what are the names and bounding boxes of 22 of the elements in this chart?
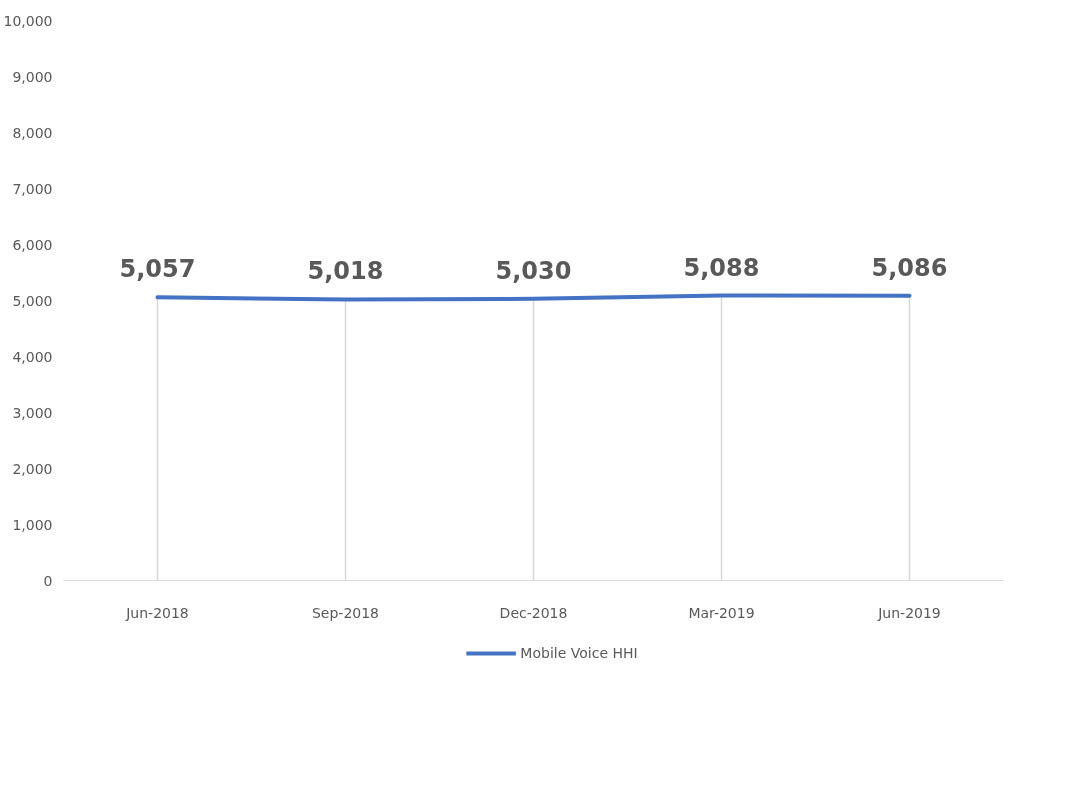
y-tick-label: 4,000: [12, 348, 53, 365]
y-tick-label: 10,000: [3, 12, 53, 29]
data-label: 5,086: [871, 253, 948, 282]
y-tick-label: 7,000: [12, 180, 53, 197]
y-tick-label: 2,000: [12, 460, 53, 477]
x-tick-label: Jun-2019: [877, 604, 941, 621]
y-tick-label: 6,000: [12, 236, 53, 253]
x-tick-label: Dec-2018: [499, 604, 568, 621]
x-tick-label: Sep-2018: [311, 604, 380, 621]
data-label: 5,088: [683, 253, 760, 282]
y-tick-label: 0: [43, 572, 53, 589]
y-tick-label: 8,000: [12, 124, 53, 141]
y-tick-label: 1,000: [12, 516, 53, 533]
legend-label: Mobile Voice HHI: [520, 645, 638, 661]
x-tick-label: Jun-2018: [125, 604, 189, 621]
y-tick-label: 3,000: [12, 404, 53, 421]
data-label: 5,018: [307, 257, 384, 286]
x-tick-label: Mar-2019: [688, 604, 755, 621]
data-label: 5,030: [495, 256, 572, 285]
y-tick-label: 9,000: [12, 68, 53, 85]
y-tick-label: 5,000: [12, 292, 53, 309]
data-label: 5,057: [119, 255, 196, 284]
